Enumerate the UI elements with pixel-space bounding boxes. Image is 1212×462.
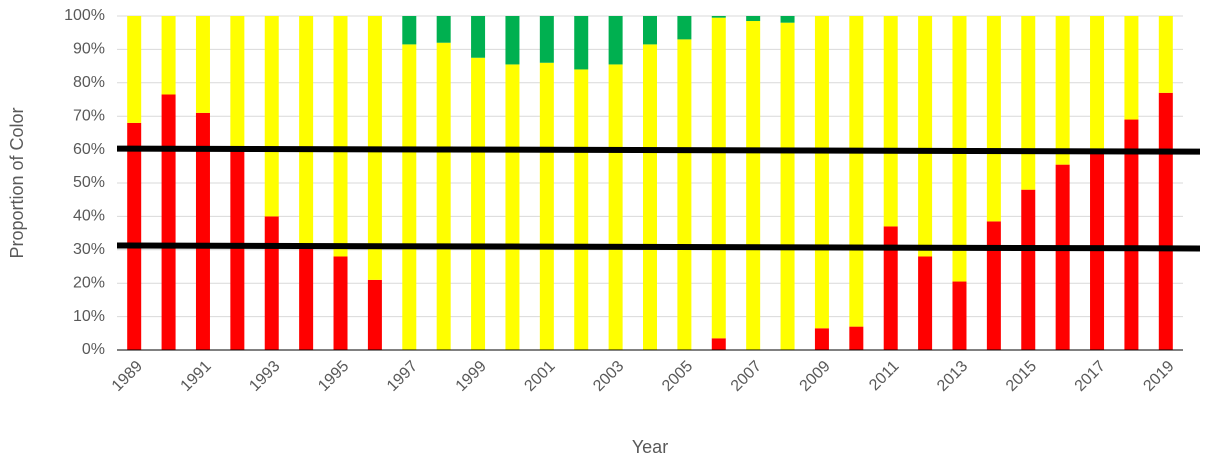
x-tick-label: 1993 <box>246 358 283 395</box>
x-tick-label: 2015 <box>1003 358 1040 395</box>
bar-segment <box>574 16 589 70</box>
bar-segment <box>1055 164 1070 350</box>
bar-segment <box>367 279 382 350</box>
y-tick-label: 100% <box>64 7 105 24</box>
bar-segment <box>1021 189 1036 350</box>
bar-segment <box>1158 16 1173 93</box>
bar-segment <box>1021 16 1036 190</box>
bar-segment <box>264 16 279 217</box>
x-tick-label: 2007 <box>728 358 765 395</box>
bar-segment <box>746 16 761 22</box>
x-axis-title: Year <box>632 437 668 457</box>
y-tick-label: 70% <box>73 107 105 124</box>
bar-segment <box>883 226 898 350</box>
bar-segment <box>127 16 142 123</box>
bar-segment <box>918 256 933 350</box>
x-tick-label: 2019 <box>1140 358 1177 395</box>
y-tick-label: 10% <box>73 308 105 325</box>
bar-segment <box>643 44 657 350</box>
bar-segment <box>780 16 795 23</box>
bar-segment <box>849 326 864 350</box>
y-tick-label: 40% <box>73 208 105 225</box>
bar-segment <box>230 16 245 147</box>
bar-segment <box>677 39 692 350</box>
bar-segment <box>1124 16 1139 120</box>
bar-segment <box>1090 16 1105 150</box>
bar-segment <box>746 21 761 350</box>
bar-segment <box>986 16 1001 222</box>
bar-segment <box>161 94 176 351</box>
x-tick-label: 2001 <box>521 358 558 395</box>
x-tick-label: 2003 <box>590 358 627 395</box>
bar-segment <box>195 16 210 113</box>
bar-segment <box>952 281 967 350</box>
x-tick-label: 1991 <box>178 358 215 395</box>
bar-segment <box>127 122 142 350</box>
y-tick-label: 20% <box>73 274 105 291</box>
bar-segment <box>918 16 933 257</box>
bar-segment <box>539 16 554 63</box>
bar-segment <box>195 112 210 350</box>
bar-segment <box>677 16 692 40</box>
bar-segment <box>1158 92 1173 350</box>
bar-segment <box>1124 119 1139 350</box>
x-tick-label: 1989 <box>109 358 146 395</box>
bar-segment <box>883 16 898 227</box>
bar-segment <box>333 16 348 257</box>
bar-segment <box>849 16 864 327</box>
reference-line <box>116 145 1201 155</box>
y-tick-label: 60% <box>73 141 105 158</box>
bar-segment <box>436 16 451 43</box>
y-tick-label: 80% <box>73 74 105 91</box>
y-tick-label: 0% <box>82 341 105 358</box>
bar-segment <box>402 16 417 45</box>
bar-segment <box>711 338 726 350</box>
bar-segment <box>814 16 829 329</box>
bar-segment <box>643 16 657 45</box>
bar-segment <box>608 16 623 65</box>
bar-segment <box>333 256 348 350</box>
bar-segment <box>711 17 726 339</box>
bar-segment <box>299 16 314 247</box>
bar-segment <box>505 64 520 351</box>
bar-segment <box>505 16 520 65</box>
bar-segment <box>780 22 795 351</box>
x-tick-label: 1999 <box>453 358 490 395</box>
bar-segment <box>1055 16 1070 165</box>
bar-segment <box>471 57 486 350</box>
x-tick-label: 2011 <box>866 358 902 394</box>
x-tick-label: 2009 <box>797 358 834 395</box>
y-tick-label: 50% <box>73 174 105 191</box>
x-tick-label: 2013 <box>934 358 971 395</box>
y-axis-title: Proportion of Color <box>7 107 27 258</box>
bar-segment <box>161 16 176 95</box>
bar-segment <box>539 62 554 350</box>
y-tick-label: 30% <box>73 241 105 258</box>
bar-segment <box>986 221 1001 350</box>
bar-segment <box>471 16 486 58</box>
x-tick-label: 2017 <box>1072 358 1109 395</box>
x-tick-label: 1997 <box>384 358 421 395</box>
bar-segment <box>608 64 623 351</box>
bar-segment <box>402 44 417 350</box>
bar-segment <box>574 69 589 350</box>
x-tick-label: 1995 <box>315 358 352 395</box>
bar-segment <box>436 42 451 350</box>
bar-segment <box>814 328 829 350</box>
bar-segment <box>299 246 314 350</box>
bar-segment <box>264 216 279 350</box>
bar-segment <box>711 16 726 18</box>
reference-line <box>116 242 1201 252</box>
y-tick-label: 90% <box>73 41 105 58</box>
x-tick-label: 2005 <box>659 358 696 395</box>
